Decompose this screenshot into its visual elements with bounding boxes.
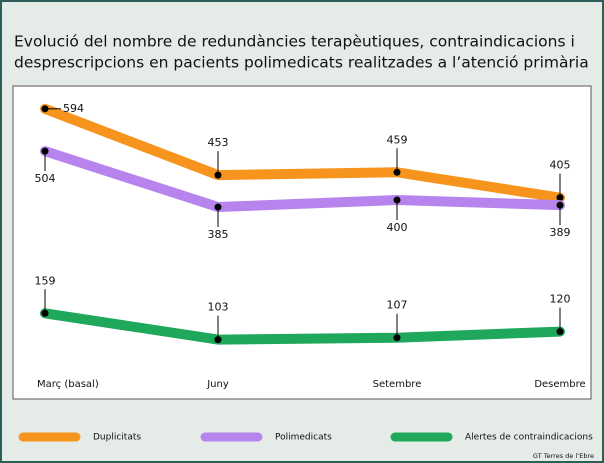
data-label: 400 xyxy=(387,221,408,234)
point xyxy=(214,171,222,179)
data-label: 107 xyxy=(387,299,408,312)
point xyxy=(214,336,222,344)
point xyxy=(214,203,222,211)
point xyxy=(556,194,564,202)
data-label: 453 xyxy=(208,136,229,149)
data-label: 159 xyxy=(35,274,56,287)
point xyxy=(393,196,401,204)
data-label: 459 xyxy=(387,133,408,146)
point xyxy=(41,105,49,113)
point xyxy=(41,147,49,155)
series-line xyxy=(40,146,565,213)
legend-label: Duplicitats xyxy=(93,433,141,443)
data-label: 594 xyxy=(63,102,84,115)
point xyxy=(393,334,401,342)
x-tick-label: Març (basal) xyxy=(37,379,99,390)
data-label: 405 xyxy=(550,159,571,172)
chart-title: Evolució del nombre de redundàncies tera… xyxy=(14,33,575,51)
point xyxy=(41,309,49,317)
data-label: 504 xyxy=(35,172,56,185)
chart-title: desprescripcions en pacients polimedicat… xyxy=(14,54,589,72)
source: GT Terres de l’Ebre xyxy=(533,452,594,460)
series-line xyxy=(40,308,565,345)
data-label: 120 xyxy=(550,293,571,306)
x-tick-label: Setembre xyxy=(373,379,422,390)
x-tick-label: Juny xyxy=(206,379,229,390)
legend-label: Polimedicats xyxy=(275,433,332,443)
data-label: 385 xyxy=(208,228,229,241)
point xyxy=(556,201,564,209)
point xyxy=(556,328,564,336)
series-line xyxy=(40,103,565,203)
legend-label: Alertes de contraindicacions xyxy=(465,433,593,443)
point xyxy=(393,168,401,176)
x-tick-label: Desembre xyxy=(534,379,585,390)
data-label: 389 xyxy=(550,226,571,239)
data-label: 103 xyxy=(208,301,229,314)
